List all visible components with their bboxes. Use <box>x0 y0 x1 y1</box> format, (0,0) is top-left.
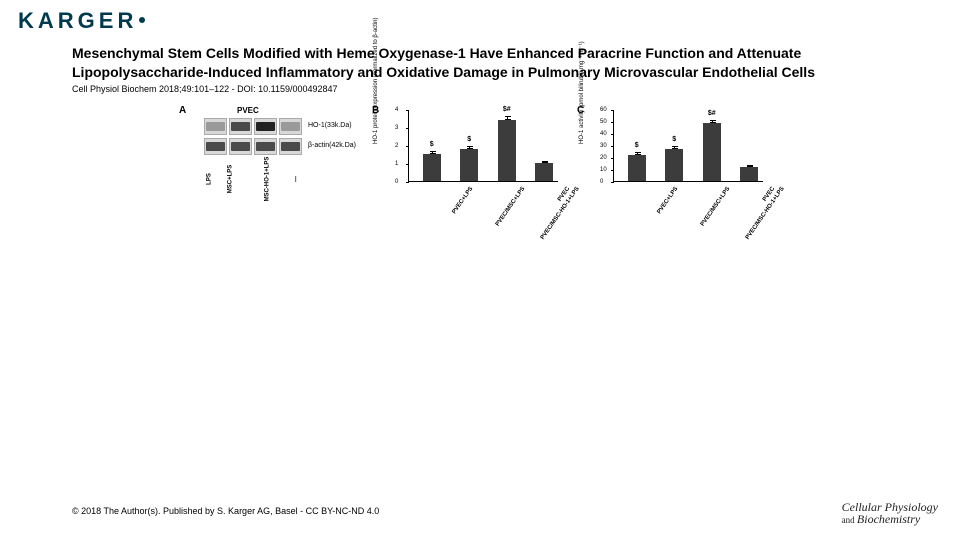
error-bar <box>749 165 750 167</box>
ytick <box>611 170 614 171</box>
xlabel: PVEC/MSC+LPS <box>495 186 527 228</box>
panel-c-ylabel: HO-1 activity (pmol bilirubin mg⁻¹ hr⁻¹) <box>578 41 585 144</box>
logo-dot-icon <box>139 17 145 23</box>
error-bar <box>432 151 433 154</box>
significance-marker: $# <box>703 110 721 117</box>
xlabel: PVEC/MSC+LPS <box>700 186 732 228</box>
blot-row-actin: β-actin(42k.Da) <box>203 138 303 155</box>
ytick-label: 2 <box>395 143 398 149</box>
ytick-label: 50 <box>600 119 607 125</box>
error-bar <box>674 146 675 148</box>
panel-b-xlabels: PVEC+LPSPVEC/MSC+LPSPVEC/MSC-HO-1+LPSPVE… <box>408 184 558 234</box>
ytick <box>611 158 614 159</box>
journal-logo: Cellular Physiology and Biochemistry <box>842 501 938 526</box>
citation-line: Cell Physiol Biochem 2018;49:101–122 - D… <box>72 84 338 94</box>
blot-row-label: β-actin(42k.Da) <box>308 142 356 149</box>
bar: $# <box>498 120 516 181</box>
panel-a: A PVEC HO-1(33k.Da) β-actin(42k.Da) LPS … <box>175 102 370 242</box>
significance-marker: $# <box>498 106 516 113</box>
ytick-label: 60 <box>600 107 607 113</box>
western-blot: HO-1(33k.Da) β-actin(42k.Da) <box>203 118 303 158</box>
ytick-label: 40 <box>600 131 607 137</box>
panel-c-plot: 0102030405060$$$# <box>613 110 763 182</box>
significance-marker: $ <box>628 142 646 149</box>
figure-container: A PVEC HO-1(33k.Da) β-actin(42k.Da) LPS … <box>175 102 795 242</box>
copyright-line: © 2018 The Author(s). Published by S. Ka… <box>72 506 379 516</box>
panel-a-label: A <box>179 105 186 116</box>
ytick <box>406 110 409 111</box>
blot-row-label: HO-1(33k.Da) <box>308 122 352 129</box>
significance-marker: $ <box>423 141 441 148</box>
bar: $ <box>423 154 441 181</box>
ytick-label: 0 <box>600 179 603 185</box>
lane-label: MSC+LPS <box>228 165 234 194</box>
ytick-label: 20 <box>600 155 607 161</box>
bar: $ <box>460 149 478 181</box>
ytick <box>611 182 614 183</box>
error-bar <box>507 116 508 120</box>
ytick-label: 3 <box>395 125 398 131</box>
ytick-label: 4 <box>395 107 398 113</box>
xlabel: PVEC+LPS <box>451 186 474 215</box>
ytick <box>611 110 614 111</box>
significance-marker: $ <box>665 136 683 143</box>
journal-line2: Biochemistry <box>857 512 920 526</box>
ytick-label: 10 <box>600 167 607 173</box>
lane-label: MSC-HO-1+LPS <box>264 157 270 202</box>
lane-label: LPS <box>207 172 213 185</box>
bar: $ <box>628 155 646 181</box>
error-bar <box>712 120 713 124</box>
significance-marker: $ <box>460 136 478 143</box>
publisher-name: KARGER <box>18 8 137 33</box>
ytick <box>406 128 409 129</box>
panel-b-ylabel: HO-1 protein expression (normalized to β… <box>373 17 379 144</box>
lane-labels: LPS MSC+LPS MSC-HO-1+LPS — <box>203 160 303 166</box>
ytick <box>611 134 614 135</box>
bar: $# <box>703 123 721 181</box>
panel-b-plot: 01234$$$# <box>408 110 558 182</box>
journal-and: and <box>842 515 857 525</box>
publisher-logo: KARGER <box>18 8 147 34</box>
lane-label: — <box>293 172 299 185</box>
ytick <box>406 182 409 183</box>
xlabel: PVEC+LPS <box>656 186 679 215</box>
error-bar <box>469 146 470 149</box>
ytick <box>406 164 409 165</box>
ytick-label: 0 <box>395 179 398 185</box>
ytick <box>611 146 614 147</box>
error-bar <box>544 161 545 163</box>
panel-c: C HO-1 activity (pmol bilirubin mg⁻¹ hr⁻… <box>575 102 785 242</box>
bar: $ <box>665 149 683 181</box>
ytick <box>611 122 614 123</box>
ytick-label: 30 <box>600 143 607 149</box>
bar <box>535 163 553 181</box>
error-bar <box>637 152 638 154</box>
article-title: Mesenchymal Stem Cells Modified with Hem… <box>72 44 930 82</box>
ytick <box>406 146 409 147</box>
panel-c-xlabels: PVEC+LPSPVEC/MSC+LPSPVEC/MSC-HO-1+LPSPVE… <box>613 184 763 234</box>
ytick-label: 1 <box>395 161 398 167</box>
bar <box>740 167 758 181</box>
panel-b: B HO-1 protein expression (normalized to… <box>370 102 575 242</box>
panel-a-header: PVEC <box>237 106 259 115</box>
blot-row-ho1: HO-1(33k.Da) <box>203 118 303 135</box>
